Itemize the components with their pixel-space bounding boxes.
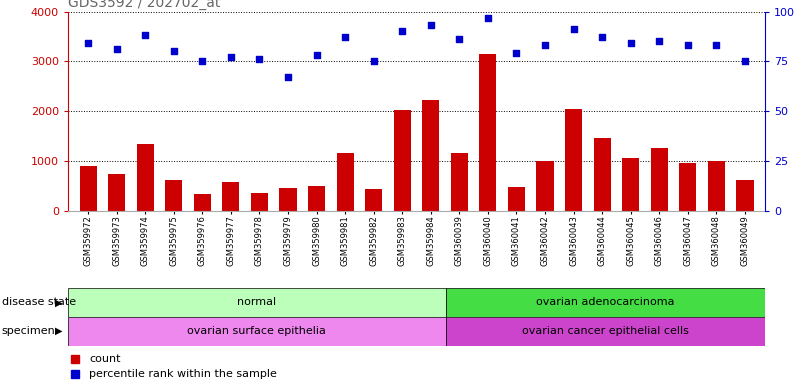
Point (111, 46, 123, 53)
Bar (565, 109, 582, 211)
Text: ovarian cancer epithelial cells: ovarian cancer epithelial cells (521, 326, 689, 336)
Bar (165, 180, 183, 211)
Text: GDS3592 / 202702_at: GDS3592 / 202702_at (68, 0, 220, 10)
Point (196, 58, 209, 65)
Point (653, 38, 666, 45)
Bar (251, 193, 268, 211)
Point (253, 56, 266, 63)
Text: ▶: ▶ (54, 326, 62, 336)
Text: count: count (89, 354, 120, 364)
Text: normal: normal (237, 297, 276, 308)
Point (624, 40, 637, 46)
Bar (365, 189, 382, 211)
Bar (594, 138, 610, 211)
Bar (79, 166, 97, 211)
Point (510, 50, 523, 56)
Bar (708, 161, 725, 211)
Point (310, 52, 323, 58)
Point (167, 48, 180, 55)
Point (682, 42, 694, 48)
Bar (108, 174, 125, 211)
Point (139, 32, 151, 38)
Bar (336, 153, 354, 211)
Bar (445, 317, 765, 346)
Point (368, 58, 380, 65)
Bar (68, 317, 445, 346)
Point (567, 26, 580, 33)
Bar (736, 180, 754, 211)
Point (339, 35, 352, 41)
Bar (479, 54, 497, 211)
Text: disease state: disease state (2, 297, 76, 308)
Bar (223, 182, 239, 211)
Point (739, 58, 751, 65)
Bar (68, 288, 445, 317)
Point (282, 74, 295, 81)
Bar (422, 100, 440, 211)
Bar (537, 161, 553, 211)
Point (596, 35, 609, 41)
Bar (194, 194, 211, 211)
Bar (308, 186, 325, 211)
Point (224, 55, 237, 61)
Point (396, 28, 409, 35)
Point (538, 42, 551, 48)
Bar (280, 188, 296, 211)
Text: ovarian adenocarcinoma: ovarian adenocarcinoma (536, 297, 674, 308)
Point (453, 36, 465, 43)
Bar (508, 187, 525, 211)
Point (425, 22, 437, 28)
Point (82, 40, 95, 46)
Bar (451, 153, 468, 211)
Bar (650, 148, 668, 211)
Text: percentile rank within the sample: percentile rank within the sample (89, 369, 277, 379)
Bar (622, 158, 639, 211)
Bar (393, 110, 411, 211)
Bar (137, 144, 154, 211)
Text: ovarian surface epithelia: ovarian surface epithelia (187, 326, 326, 336)
Point (481, 15, 494, 21)
Bar (679, 163, 696, 211)
Bar (445, 288, 765, 317)
Point (710, 42, 723, 48)
Text: specimen: specimen (2, 326, 55, 336)
Text: ▶: ▶ (54, 297, 62, 308)
